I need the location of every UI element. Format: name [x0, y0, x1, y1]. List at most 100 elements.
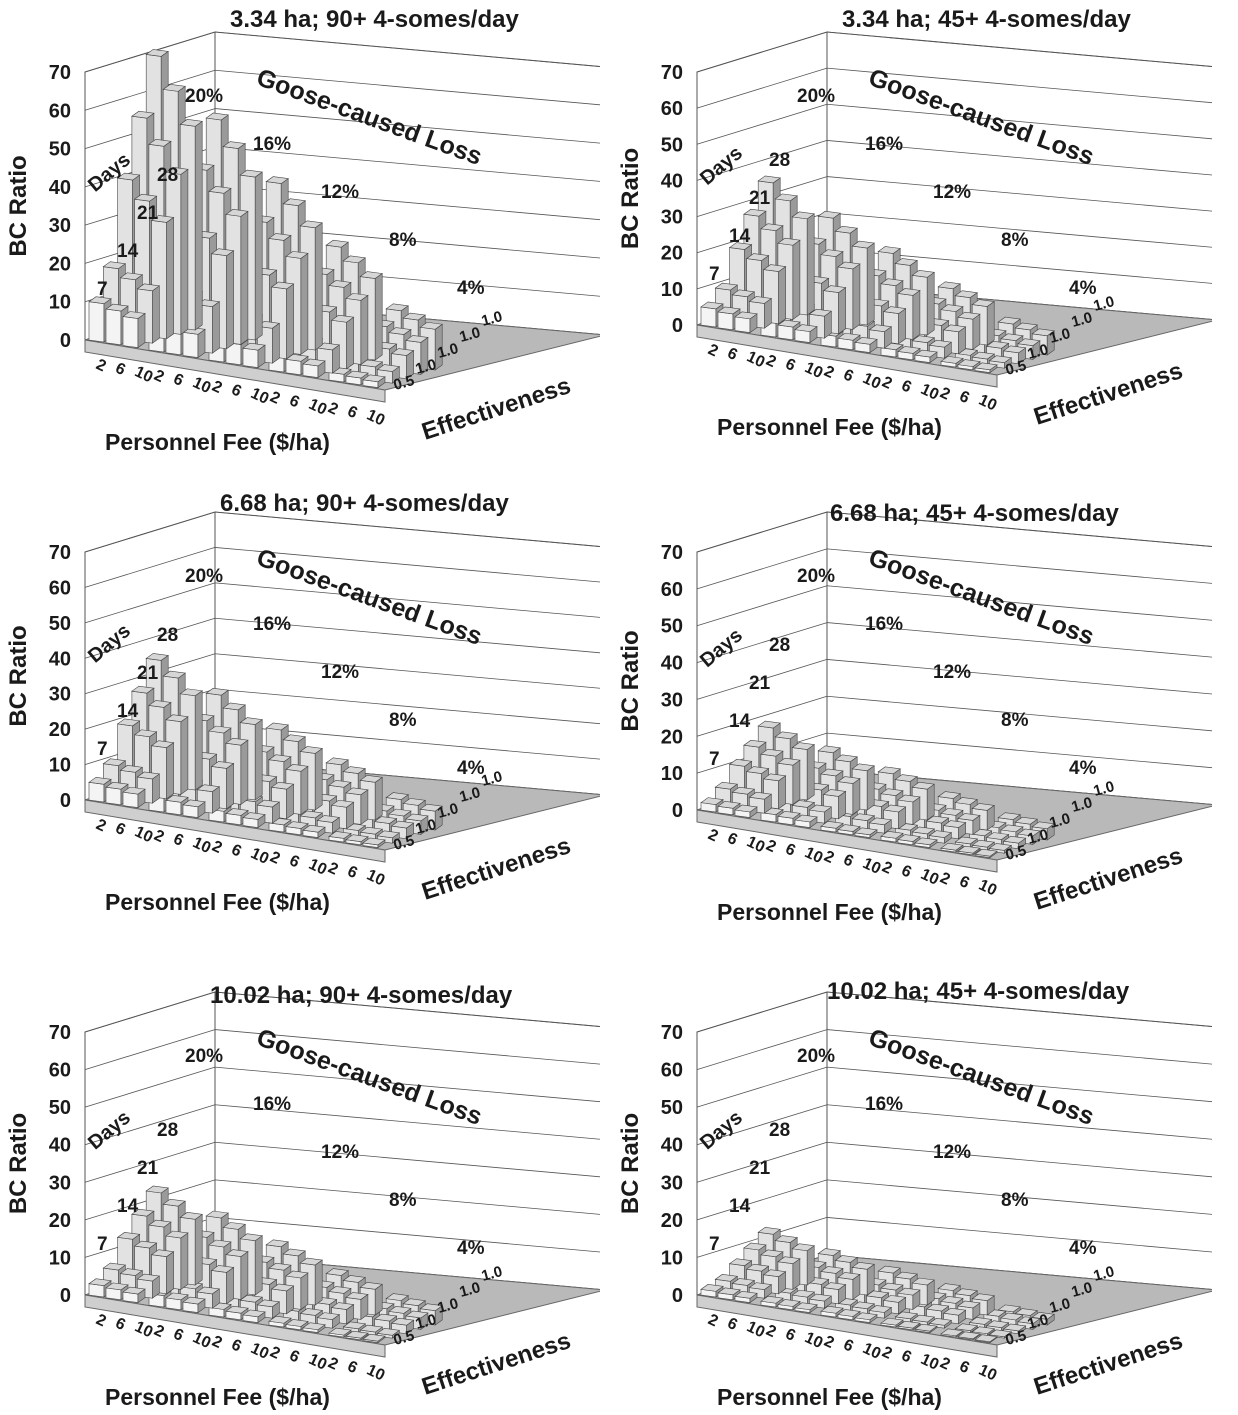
bar-top [851, 1301, 876, 1310]
bar-top [897, 834, 921, 842]
bar-side [166, 742, 174, 800]
gridline [696, 511, 828, 553]
bar-top [880, 788, 904, 796]
bar-top [731, 289, 756, 298]
loss-group-label: 8% [1001, 710, 1029, 731]
y-tick-label: 20 [661, 726, 683, 748]
bar-face [122, 791, 139, 808]
bar [940, 1328, 964, 1338]
x-tick-label: 6 [287, 852, 302, 871]
day-label: 14 [117, 241, 139, 262]
y-tick-label: 50 [661, 134, 683, 156]
bar-top [940, 356, 964, 364]
bar-top [325, 757, 349, 766]
gridline [84, 1029, 216, 1070]
gridline [214, 653, 606, 690]
depth-tick-label: 1.0 [1048, 1295, 1073, 1317]
bar-top [700, 1284, 724, 1292]
bar-top [851, 813, 876, 821]
bar-top [359, 1324, 384, 1333]
bar-side [360, 789, 369, 825]
bar-top [974, 362, 998, 371]
bar [854, 1312, 878, 1324]
bar-top [376, 364, 401, 372]
y-tick-label: 10 [661, 279, 683, 301]
bar-face [302, 363, 319, 378]
bar-top [757, 720, 781, 729]
bar-top [882, 804, 907, 813]
bar [974, 362, 998, 374]
loss-group-label: 4% [1069, 278, 1097, 299]
bar-side [806, 213, 815, 316]
y-tick-label: 70 [661, 1022, 683, 1044]
bar-top [270, 781, 295, 790]
day-label: 28 [157, 1120, 178, 1141]
depth-tick-label: 1.0 [414, 1311, 439, 1333]
gridline [696, 1179, 828, 1221]
loss-group-label: 20% [185, 1046, 223, 1067]
gridline [696, 1141, 828, 1183]
gridline [84, 582, 216, 624]
x-tick-label: 10 [190, 834, 213, 857]
bar-top [330, 799, 355, 808]
x-tick-label: 6 [113, 360, 128, 379]
bar-top [402, 798, 426, 806]
y-tick-label: 20 [49, 719, 71, 741]
bar-top [122, 786, 146, 795]
bar-top [133, 193, 158, 202]
bar-top [282, 1248, 306, 1257]
bar-top [854, 1312, 878, 1321]
gridline [214, 511, 606, 548]
bar-top [1000, 1312, 1024, 1321]
bar-face [88, 301, 105, 343]
x-axis-label: Personnel Fee ($/ha) [105, 1384, 330, 1410]
bar-side [912, 289, 921, 340]
x-tick-label: 6 [287, 1347, 302, 1366]
loss-group-label: 16% [253, 614, 291, 635]
bar [820, 821, 844, 833]
bar-side [806, 1245, 815, 1286]
x-tick-label: 10 [744, 348, 767, 371]
bar [345, 834, 369, 846]
bar-top [774, 731, 798, 740]
bar-top [239, 169, 263, 178]
day-label: 28 [157, 165, 178, 186]
day-label: 14 [729, 226, 751, 247]
bar-face [105, 308, 122, 346]
bars-layer [700, 720, 1055, 859]
bar-top [328, 1327, 352, 1336]
x-axis-label: Personnel Fee ($/ha) [717, 1384, 942, 1410]
gridline [826, 176, 1218, 212]
depth-tick-label: 0.5 [1004, 842, 1029, 864]
bar-top [390, 348, 415, 356]
gridline [826, 103, 1218, 140]
x-tick-label: 6 [171, 831, 186, 850]
bar-top [837, 261, 861, 270]
bar [256, 1299, 281, 1319]
bar [914, 349, 938, 364]
y-tick-label: 70 [661, 542, 683, 564]
bar-top [88, 1278, 112, 1287]
bar-top [222, 702, 246, 711]
gridline [696, 67, 828, 109]
day-label: 21 [137, 1158, 159, 1179]
depth-tick-label: 0.5 [392, 1327, 417, 1349]
bar-top [851, 763, 875, 772]
bar-top [731, 786, 756, 795]
bar-top [390, 1317, 415, 1326]
chart-title: 6.68 ha; 90+ 4-somes/day [220, 490, 509, 517]
depth-tick-label: 1.0 [1092, 1263, 1117, 1285]
bar-top [116, 1232, 141, 1240]
bar [362, 374, 386, 389]
bar-top [954, 290, 978, 298]
bar [928, 1318, 953, 1329]
depth-tick-label: 1.0 [1048, 325, 1073, 347]
bar-top [105, 1282, 129, 1291]
loss-group-label: 8% [389, 230, 417, 251]
loss-group-label: 16% [865, 1094, 903, 1115]
bar-top [822, 285, 847, 293]
y-tick-label: 10 [661, 1247, 683, 1269]
y-tick-label: 60 [49, 1060, 71, 1082]
bar-top [731, 1278, 756, 1286]
bar-top [316, 1312, 341, 1320]
